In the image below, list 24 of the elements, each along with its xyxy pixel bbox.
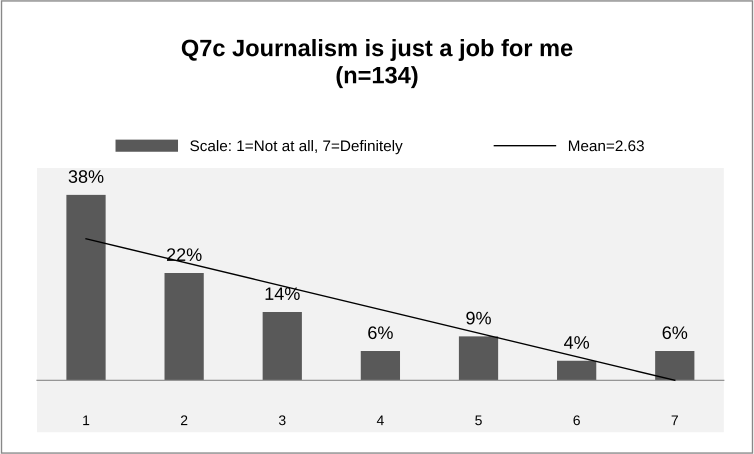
x-tick-label: 6: [573, 415, 580, 426]
bar: [557, 360, 596, 380]
bar: [66, 194, 106, 380]
data-label: 9%: [466, 312, 491, 324]
chart-title: Q7c Journalism is just a job for me (n=134): [182, 38, 572, 88]
data-label: 22%: [166, 248, 202, 261]
data-label: 14%: [266, 287, 300, 300]
data-label: 6%: [368, 326, 393, 340]
x-tick-label: 7: [672, 416, 678, 426]
data-label: 4%: [564, 336, 590, 349]
bar: [164, 272, 204, 380]
x-tick-label: 1: [83, 416, 90, 426]
legend-label: Mean=2.63: [568, 140, 644, 152]
x-tick-label: 2: [180, 415, 188, 426]
data-label: 6%: [662, 326, 688, 340]
bar: [655, 351, 694, 380]
legend-label: Scale: 1=Not at all, 7=Definitely: [190, 140, 403, 154]
x-tick-label: 4: [376, 416, 384, 426]
x-tick-label: 3: [278, 415, 286, 426]
data-label: 38%: [68, 170, 104, 183]
bar: [262, 312, 302, 380]
bar: [360, 351, 400, 380]
bar: [458, 336, 498, 380]
x-tick-label: 5: [475, 416, 482, 426]
